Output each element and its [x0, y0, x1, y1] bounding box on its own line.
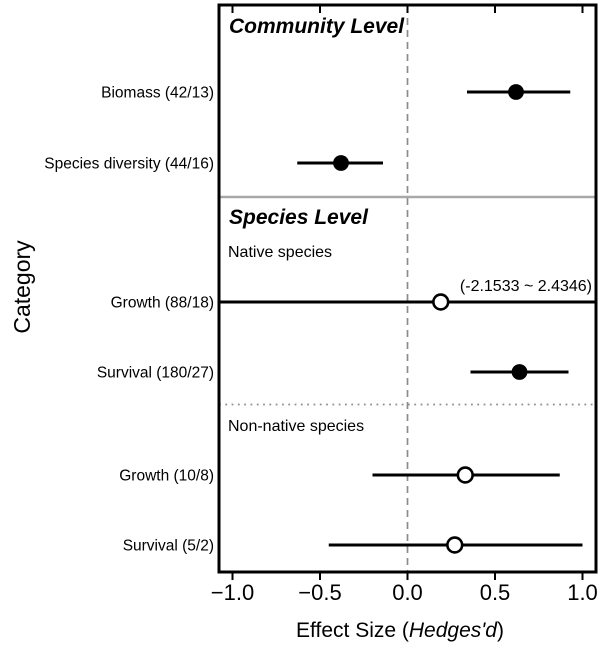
subsection-header: Non-native species	[228, 418, 364, 435]
mean-marker-open	[456, 466, 474, 484]
row-label: Survival (180/27)	[97, 365, 214, 382]
subsection-header: Native species	[228, 244, 332, 261]
mean-marker-filled	[511, 364, 528, 380]
x-axis-title-prefix: Effect Size (	[296, 619, 409, 642]
x-axis-title-italic: Hedges'd	[409, 619, 498, 642]
mean-marker-filled	[508, 84, 524, 100]
x-tick-label: −1.0	[211, 580, 254, 605]
ci-range-annotation: (-2.1533 ~ 2.4346)	[460, 278, 592, 295]
x-axis-title: Effect Size (Hedges'd)	[296, 619, 504, 642]
row-label: Growth (10/8)	[119, 468, 214, 485]
row-label: Species diversity (44/16)	[44, 156, 214, 173]
row-label: Survival (5/2)	[123, 538, 214, 555]
chart-render-layer: −1.0 −0.5 0.0 0.5 1.0 Community Level Species …	[44, 3, 598, 605]
mean-marker-filled	[333, 155, 349, 171]
x-axis-title-suffix: )	[497, 619, 504, 642]
section-header: Species Level	[229, 206, 369, 229]
x-tick-label: 0.0	[392, 580, 423, 605]
x-tick-label: 1.0	[567, 580, 598, 605]
y-axis-title: Category	[9, 240, 35, 334]
row-label: Growth (88/18)	[111, 295, 214, 312]
mean-marker-open	[446, 536, 464, 554]
section-header: Community Level	[229, 15, 405, 38]
x-tick-label: −0.5	[298, 580, 341, 605]
mean-marker-open	[432, 293, 450, 311]
row-label: Biomass (42/13)	[101, 85, 214, 102]
x-tick-label: 0.5	[480, 580, 511, 605]
